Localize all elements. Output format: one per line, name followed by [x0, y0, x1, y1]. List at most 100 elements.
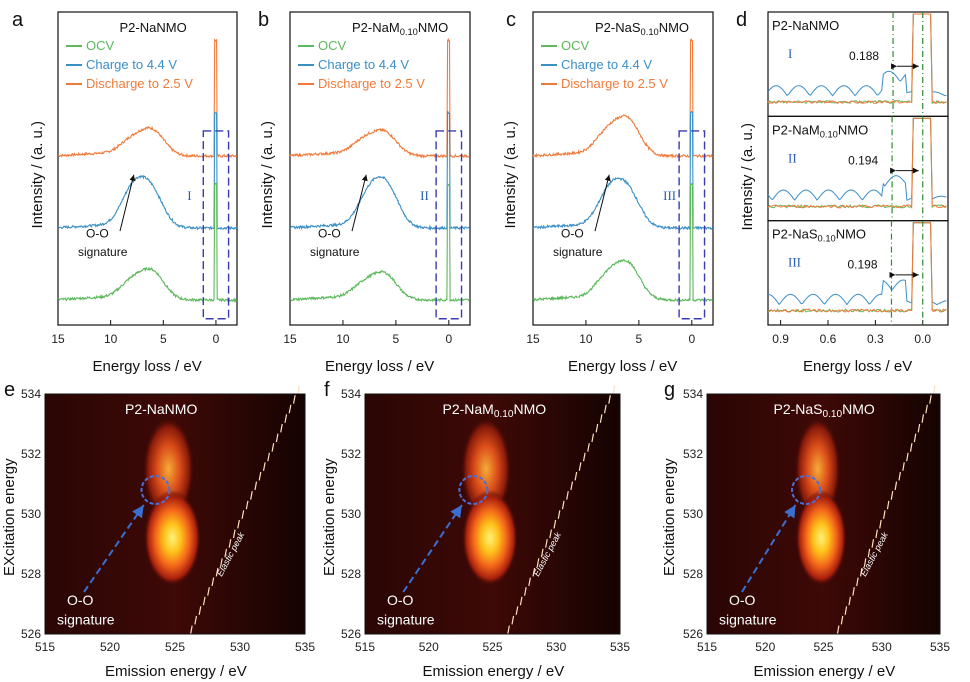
subplot-roman: II: [788, 150, 797, 165]
subplot-title: P2-NaS0.10NMO: [772, 227, 866, 244]
elastic-line-segment: [250, 491, 253, 500]
subplot-3: P2-NaS0.10NMO III 0.198: [767, 220, 949, 326]
oo-arrow: [741, 504, 797, 593]
elastic-line-segment: [511, 615, 515, 625]
heatmap-frame: [44, 393, 306, 635]
x-tick-label: 530: [230, 640, 250, 654]
x-tick-label: 0: [445, 332, 452, 346]
elastic-line-segment: [902, 462, 905, 471]
legend-label: Charge to 4.4 V: [318, 57, 409, 72]
elastic-line-segment: [524, 587, 527, 596]
elastic-line-segment: [875, 529, 878, 539]
legend-label: Charge to 4.4 V: [561, 57, 652, 72]
y-tick-label: 530: [21, 507, 41, 521]
oo-label: O-O: [86, 226, 109, 240]
y-tick-label: 530: [341, 507, 361, 521]
elastic-line-segment: [202, 596, 206, 606]
subplot-title: P2-NaNMO: [772, 18, 839, 33]
elastic-line-segment: [925, 404, 928, 414]
oo-circle: [791, 475, 822, 505]
y-tick-label: 530: [683, 507, 703, 521]
oo-circle: [458, 475, 489, 505]
elastic-line-segment: [271, 443, 275, 452]
x-tick-label: 10: [579, 332, 593, 346]
panel-g: Elastic peakP2-NaS0.10NMOO-Osignature515…: [661, 379, 950, 680]
elastic-line-segment: [844, 606, 848, 615]
x-tick-label: 530: [546, 640, 566, 654]
annotation-arrow: [119, 174, 136, 232]
x-tick-label: 515: [35, 640, 55, 654]
elastic-line-segment: [215, 567, 219, 577]
elastic-line-segment: [582, 452, 586, 462]
y-tick-label: 528: [683, 567, 703, 581]
subplot-roman: III: [788, 255, 801, 270]
elastic-line-segment: [883, 510, 886, 519]
zoom-region-box: [678, 130, 706, 320]
elastic-line-segment: [549, 529, 552, 539]
elastic-line-segment: [507, 625, 510, 635]
signature-label: signature: [57, 611, 115, 627]
gap-value: 0.198: [847, 258, 877, 272]
series-line-charge-to-4-4-v: [289, 110, 471, 231]
elastic-line-segment: [574, 471, 578, 481]
elastic-line-segment: [933, 385, 936, 395]
elastic-line-segment: [578, 462, 582, 471]
panel-label: g: [664, 379, 675, 401]
elastic-line-segment: [545, 539, 548, 548]
elastic-line-segment: [867, 548, 871, 558]
signature-label: signature: [553, 245, 603, 259]
elastic-line-segment: [190, 625, 193, 635]
y-axis-label: EXcitation energy: [321, 458, 338, 576]
y-tick-label: 532: [21, 447, 41, 461]
x-tick-label: 515: [355, 640, 375, 654]
heatmap-title: P2-NaS0.10NMO: [774, 401, 875, 420]
x-axis-label: Emission energy / eV: [754, 663, 896, 680]
x-tick-label: 0.9: [772, 332, 789, 346]
elastic-line-segment: [262, 462, 266, 471]
series-line-ocv: [289, 183, 471, 303]
plot-frame: [57, 11, 238, 326]
subplot-title: P2-NaM0.10NMO: [772, 122, 868, 139]
panel-f: Elastic peakP2-NaM0.10NMOO-Osignature515…: [321, 379, 630, 680]
elastic-line-segment: [859, 567, 863, 577]
elastic-line-segment: [211, 577, 215, 587]
elastic-line-segment: [284, 414, 288, 423]
subplot-2: P2-NaM0.10NMO II 0.194: [767, 115, 949, 222]
elastic-line-segment: [856, 577, 859, 587]
elastic-line-segment: [898, 471, 901, 481]
legend-label: OCV: [86, 38, 115, 53]
x-tick-label: 15: [51, 332, 65, 346]
oo-label: O-O: [561, 226, 584, 240]
region-roman-label: I: [187, 188, 191, 203]
heatmap-title: P2-NaNMO: [125, 401, 197, 417]
elastic-line-segment: [275, 433, 279, 443]
elastic-line-segment: [228, 539, 232, 548]
elastic-line-segment: [528, 577, 531, 587]
plot-title: P2-NaM0.10NMO: [352, 20, 448, 37]
subplot-series-line: [767, 13, 947, 105]
y-tick-label: 528: [341, 567, 361, 581]
signature-label: signature: [377, 611, 435, 627]
signature-label: signature: [78, 245, 128, 259]
elastic-line-segment: [254, 481, 258, 491]
legend-label: Charge to 4.4 V: [86, 57, 177, 72]
x-tick-label: 5: [160, 332, 167, 346]
y-axis-label: Intensity / (a. u.): [502, 121, 519, 229]
y-tick-label: 534: [341, 387, 361, 401]
elastic-line-segment: [561, 500, 565, 510]
elastic-line-segment: [237, 519, 240, 529]
heatmap-title: P2-NaM0.10NMO: [443, 401, 547, 420]
elastic-line-segment: [929, 395, 932, 404]
elastic-line-segment: [603, 404, 607, 414]
x-tick-label: 535: [930, 640, 950, 654]
signature-label: signature: [719, 611, 777, 627]
oo-arrow: [402, 504, 463, 593]
elastic-line-segment: [232, 529, 236, 539]
elastic-line-segment: [280, 423, 283, 433]
panel-label: e: [4, 379, 15, 401]
x-tick-label: 0.3: [867, 332, 884, 346]
elastic-line-segment: [595, 423, 599, 433]
x-tick-label: 0.6: [820, 332, 837, 346]
y-tick-label: 526: [341, 627, 361, 641]
